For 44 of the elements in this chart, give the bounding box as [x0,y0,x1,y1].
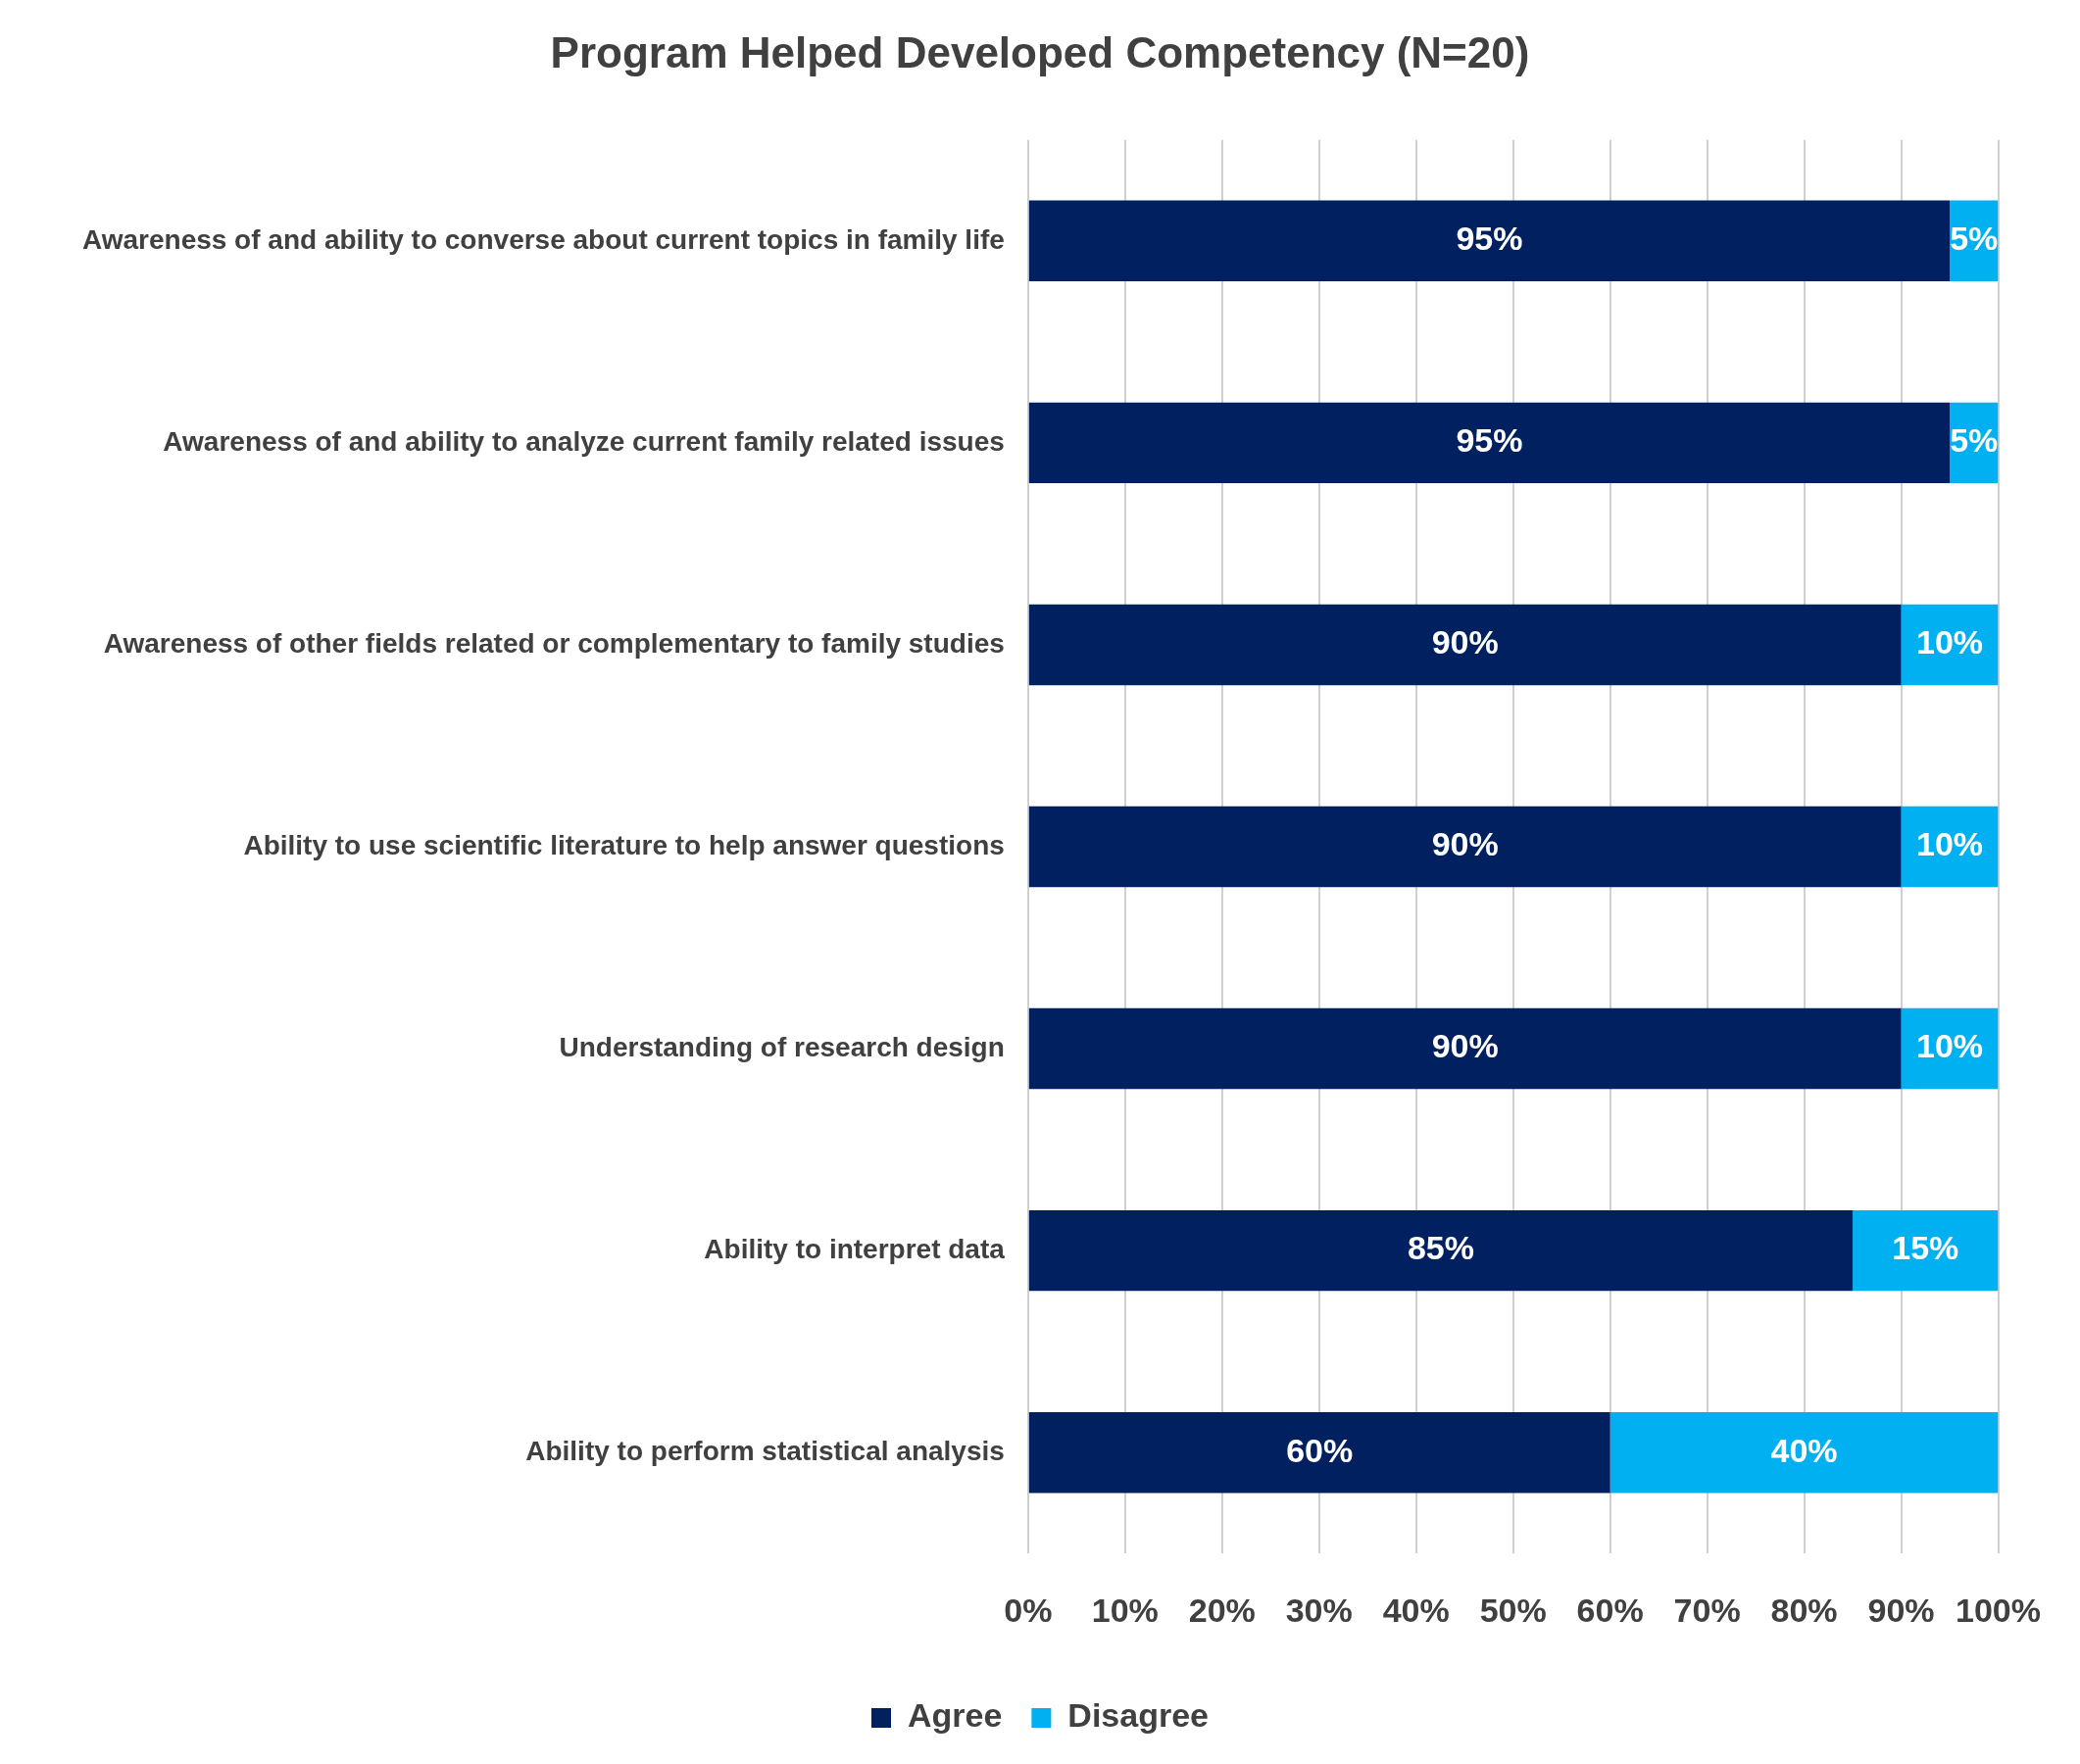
y-tick-label: Awareness of other fields related or complementary to family studies [103,627,1005,659]
x-tick-label: 20% [1188,1591,1256,1629]
bar [1610,1411,1999,1494]
data-label: 5% [1950,220,1999,258]
data-label: 90% [1431,1027,1499,1065]
data-label: 10% [1916,825,1984,863]
data-label: 60% [1286,1431,1354,1469]
x-tick-label: 50% [1479,1591,1547,1629]
data-label: 95% [1456,220,1523,258]
y-tick-label: Understanding of research design [559,1031,1005,1062]
y-tick-label: Ability to perform statistical analysis [525,1435,1005,1466]
data-label: 90% [1431,825,1499,863]
bar [1028,402,1951,484]
x-tick-label: 40% [1382,1591,1450,1629]
x-tick-label: 30% [1285,1591,1353,1629]
data-label: 15% [1892,1229,1959,1267]
bar [1028,200,1951,282]
data-label: 10% [1916,623,1984,662]
data-label: 90% [1431,623,1499,662]
data-label: 5% [1950,421,1999,460]
bar [1853,1209,1999,1292]
x-tick-label: 80% [1770,1591,1838,1629]
legend-label: Disagree [1067,1696,1210,1735]
y-tick-label: Awareness of and ability to analyze current family related issues [163,425,1005,457]
legend-label: Agree [908,1696,1003,1735]
chart-title: Program Helped Developed Competency (N=20) [550,27,1530,76]
y-tick-label: Awareness of and ability to converse about current topics in family life [81,223,1005,255]
bar [1028,1411,1610,1494]
data-label: 85% [1407,1229,1474,1267]
x-tick-label: 100% [1956,1591,2041,1629]
x-tick-label: 60% [1576,1591,1644,1629]
x-tick-label: 0% [1004,1591,1053,1629]
bar [1028,1007,1902,1090]
data-label: 10% [1916,1027,1984,1065]
bar [1028,806,1902,888]
y-tick-label: Ability to use scientific literature to help answer questions [243,829,1005,860]
data-label: 40% [1770,1431,1838,1469]
y-tick-label: Ability to interpret data [704,1233,1006,1264]
x-tick-label: 10% [1091,1591,1159,1629]
x-tick-label: 90% [1867,1591,1935,1629]
bar [1028,1209,1854,1292]
data-label: 95% [1456,421,1523,460]
bar [1028,604,1902,686]
x-tick-label: 70% [1673,1591,1741,1629]
